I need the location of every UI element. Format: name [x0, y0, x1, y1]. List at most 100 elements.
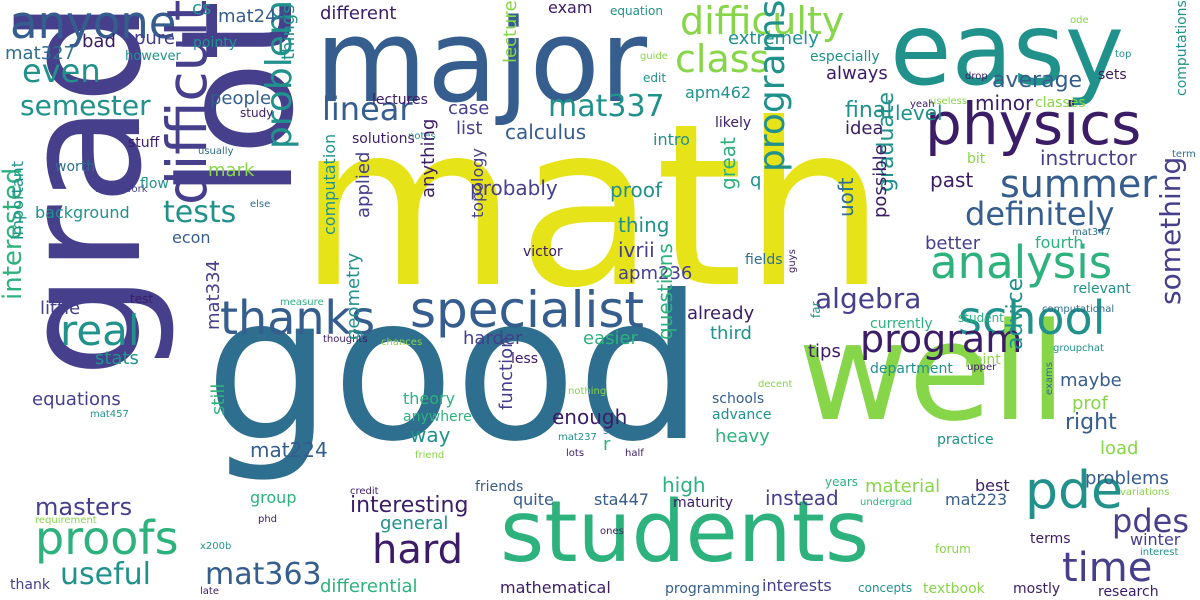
word-mat223: mat223 [945, 490, 1008, 509]
word-victor: victor [523, 244, 563, 260]
word-final: final [845, 98, 893, 123]
word-chances: chances [381, 337, 423, 348]
word-programs: programs [752, 0, 793, 173]
word-list: list [456, 118, 483, 139]
word-r: r [603, 434, 611, 455]
word-applied: applied [353, 151, 374, 218]
word-requirement: requirement [35, 515, 97, 526]
word-maturity: maturity [673, 495, 733, 511]
word-group: group [250, 488, 297, 507]
word-lots: lots [566, 448, 585, 459]
word-tests: tests [163, 195, 237, 230]
word-x200b: x200b [200, 541, 232, 552]
word-mat237: mat237 [558, 432, 597, 443]
word-physics: physics [925, 90, 1142, 158]
word-level: level [895, 101, 943, 125]
word-summer: summer [1000, 162, 1157, 206]
word-mat337: mat337 [548, 89, 665, 124]
word-thank: thank [10, 577, 50, 593]
word-computations: computations [1174, 0, 1190, 96]
word-exams: exams [1044, 362, 1055, 395]
word-average: average [992, 68, 1083, 93]
word-usually: usually [198, 146, 234, 157]
word-likely: likely [715, 115, 752, 131]
word-bit: bit [967, 151, 986, 167]
word-great: great [716, 137, 740, 190]
word-years: years [825, 475, 859, 489]
word-background: background [35, 203, 130, 222]
word-differential: differential [320, 576, 418, 597]
word-mark: mark [208, 160, 255, 181]
word-less: less [511, 351, 539, 367]
word-harder: harder [463, 328, 523, 349]
word-solutions: solutions [352, 131, 415, 147]
word-thanks: thanks [220, 291, 376, 345]
word-masters: masters [35, 493, 133, 521]
word-right: right [1065, 410, 1117, 435]
word-proofs: proofs [35, 511, 179, 565]
word-econ: econ [172, 228, 211, 247]
word-advice: advice [1003, 277, 1028, 350]
word-ones: ones [600, 526, 624, 537]
word-mat457: mat457 [90, 409, 129, 420]
word-practice: practice [937, 432, 994, 448]
word-linear: linear [322, 90, 413, 128]
word-hard: hard [372, 527, 463, 573]
word-mat224: mat224 [250, 438, 328, 462]
word-still: still [208, 383, 229, 415]
word-mostly: mostly [1013, 581, 1061, 597]
word-pure: pure [134, 28, 175, 49]
word-extremely: extremely [728, 28, 819, 49]
word-instructor: instructor [1040, 146, 1137, 170]
word-mat334: mat334 [203, 260, 224, 330]
word-point: point [965, 352, 1001, 368]
word-far: far [809, 301, 823, 318]
word-term: term [1172, 149, 1196, 160]
word-sets: sets [1098, 67, 1127, 83]
word-top: top [1115, 49, 1132, 60]
word-high: high [662, 473, 706, 497]
word-lecture: lecture [500, 0, 521, 63]
word-real: real [60, 306, 140, 355]
word-apm462: apm462 [685, 83, 752, 102]
word-difficulty: difficulty [680, 0, 845, 43]
word-half: half [625, 448, 644, 459]
word-equation: equation [610, 4, 663, 18]
word-proof: proof [610, 178, 662, 202]
word-enough: enough [552, 405, 628, 429]
word-equations: equations [32, 389, 121, 410]
word-possible: possible [870, 144, 891, 218]
word-upper: upper [967, 362, 997, 373]
word-forum: forum [935, 542, 971, 556]
word-however: however [125, 49, 181, 64]
word-pdes: pdes [1112, 502, 1189, 540]
word-interest: interest [1140, 547, 1179, 558]
word-analysis: analysis [930, 236, 1113, 289]
word-easier: easier [583, 328, 638, 349]
word-late: late [200, 586, 219, 597]
word-computation: computation [320, 133, 339, 235]
word-yeah: yeah [910, 99, 935, 110]
word-uoft: uoft [834, 177, 858, 217]
word-exam: exam [548, 0, 593, 17]
word-questions: questions [653, 243, 677, 340]
word-thoughts: thoughts [323, 334, 368, 345]
word-easy: easy [890, 0, 1125, 108]
word-geometry: geometry [343, 252, 364, 340]
word-useless: useless [930, 96, 968, 107]
word-pointy: pointy [193, 35, 237, 51]
word-students: students [500, 483, 870, 582]
word-even: even [22, 52, 101, 90]
word-measure: measure [280, 297, 324, 308]
word-edit: edit [643, 71, 667, 85]
word-sense: sense [603, 426, 633, 437]
word-ode: ode [1070, 15, 1089, 26]
word-department: department [870, 361, 953, 377]
word-homework: homework [95, 184, 148, 195]
word-idea: idea [845, 118, 884, 139]
word-important: important [8, 160, 27, 240]
word-terms: terms [1030, 531, 1071, 547]
word-notes: notes [408, 131, 436, 142]
word-study: study [240, 106, 274, 120]
